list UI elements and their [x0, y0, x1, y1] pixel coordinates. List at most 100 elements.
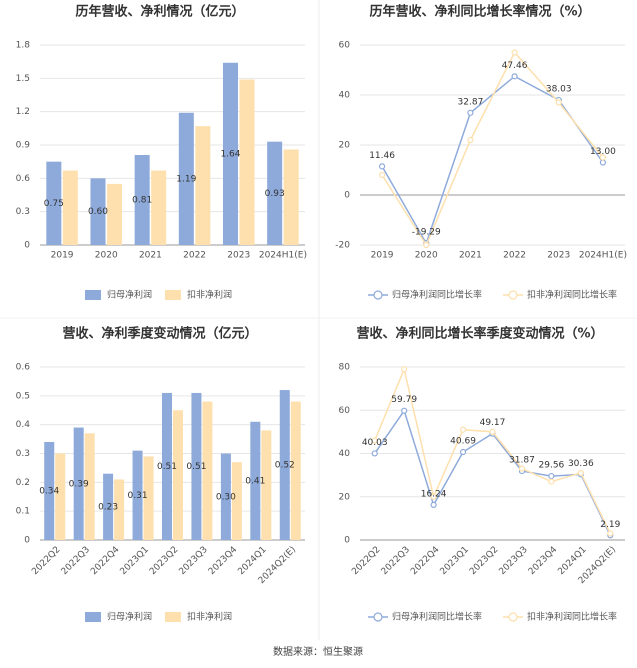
x-tick-label: 2020	[95, 251, 118, 261]
bar	[73, 427, 84, 540]
point	[459, 426, 467, 433]
data-label: 47.46	[502, 61, 528, 71]
legend-label: 归母净利润同比增长率	[392, 611, 482, 623]
data-label: 0.41	[245, 476, 265, 486]
bar	[239, 79, 255, 245]
bar	[191, 392, 202, 540]
bar	[132, 450, 143, 540]
point	[378, 171, 386, 179]
x-tick-label: 2022Q4	[89, 545, 122, 578]
data-label: 0.30	[216, 492, 236, 502]
bar	[84, 433, 95, 540]
legend-label: 扣非净利润同比增长率	[527, 289, 617, 301]
legend-swatch	[373, 612, 383, 622]
point	[430, 501, 437, 508]
line	[381, 51, 604, 247]
data-label: 13.00	[590, 147, 616, 157]
point	[511, 73, 518, 80]
line	[374, 366, 611, 534]
bar	[62, 170, 78, 245]
x-tick-label: 2023	[227, 251, 250, 261]
y-tick-label: 20	[339, 492, 351, 502]
data-label: 30.36	[568, 459, 594, 469]
bar	[161, 392, 172, 540]
bar	[114, 479, 125, 540]
data-label: 0.39	[69, 479, 89, 489]
data-label: 49.17	[480, 418, 506, 428]
y-tick-label: 1.5	[16, 74, 30, 84]
x-tick-label: 2021	[139, 251, 162, 261]
x-tick-label: 2019	[51, 251, 74, 261]
x-tick-label: 2023Q3	[178, 545, 210, 577]
source: 数据来源：恒生聚源	[273, 645, 363, 658]
point	[371, 437, 378, 444]
x-tick-label: 2022Q2	[350, 545, 382, 577]
x-tick-label: 2023Q4	[207, 545, 240, 578]
bar	[143, 456, 154, 540]
bar	[261, 430, 272, 540]
point	[401, 407, 408, 414]
bar	[103, 473, 114, 540]
x-tick-label: 2023Q1	[119, 545, 151, 577]
y-tick-label: 0.5	[16, 391, 30, 401]
bar	[44, 441, 55, 540]
data-label: 0.23	[98, 502, 118, 512]
data-label: 0.52	[275, 461, 295, 471]
point	[467, 136, 474, 144]
data-label: 1.64	[220, 149, 240, 159]
legend-label: 扣非净利润同比增长率	[527, 611, 617, 623]
point	[467, 109, 474, 116]
bar	[90, 178, 106, 245]
bar	[55, 453, 66, 540]
point	[518, 465, 526, 472]
legend-swatch	[508, 612, 518, 622]
y-tick-label: 0	[344, 191, 350, 201]
chart-title: 历年营收、净利情况（亿元）	[75, 4, 244, 20]
chart-title: 历年营收、净利同比增长率情况（%）	[369, 4, 590, 20]
y-tick-label: 1.2	[16, 107, 30, 117]
legend-swatch	[508, 290, 518, 300]
x-tick-label: 2019	[371, 251, 394, 261]
x-tick-label: 2022Q2	[30, 545, 62, 577]
data-label: 0.51	[186, 462, 206, 472]
chart-title: 营收、净利季度变动情况（亿元）	[62, 326, 257, 342]
legend-swatch	[165, 612, 181, 622]
y-tick-label: -20	[335, 241, 350, 251]
bar	[290, 401, 301, 540]
y-tick-label: 40	[339, 91, 351, 101]
data-label: 11.46	[369, 151, 395, 161]
y-tick-label: 1.8	[16, 41, 31, 51]
legend-label: 归母净利润	[107, 289, 152, 301]
point	[599, 154, 607, 161]
point	[511, 49, 518, 56]
data-label: 32.87	[458, 97, 484, 107]
bar	[151, 170, 167, 245]
x-tick-label: 2023Q2	[148, 545, 180, 577]
x-tick-label: 2021	[459, 251, 482, 261]
x-tick-label: 2022Q3	[60, 545, 92, 577]
y-tick-label: 40	[339, 449, 351, 459]
bar	[283, 149, 299, 245]
point	[378, 163, 386, 170]
x-tick-label: 2023Q2	[468, 545, 500, 577]
bar	[195, 126, 211, 245]
point	[489, 428, 496, 435]
x-tick-label: 2024H1(E)	[579, 251, 627, 261]
point	[599, 159, 607, 166]
data-label: -19.29	[412, 228, 441, 238]
data-label: 16.24	[421, 489, 447, 499]
x-tick-label: 2020	[415, 251, 438, 261]
y-tick-label: 0	[24, 536, 30, 546]
x-tick-label: 2022Q4	[409, 545, 442, 578]
point	[548, 478, 555, 485]
data-label: 1.19	[176, 174, 196, 184]
line	[381, 75, 604, 246]
point	[401, 366, 408, 373]
y-tick-label: 0.6	[16, 363, 31, 373]
data-label: 0.34	[39, 486, 59, 496]
bar	[250, 421, 261, 540]
bar	[279, 390, 290, 540]
data-label: 38.03	[546, 84, 572, 94]
y-tick-label: 80	[339, 363, 351, 373]
data-label: 59.79	[391, 395, 417, 405]
